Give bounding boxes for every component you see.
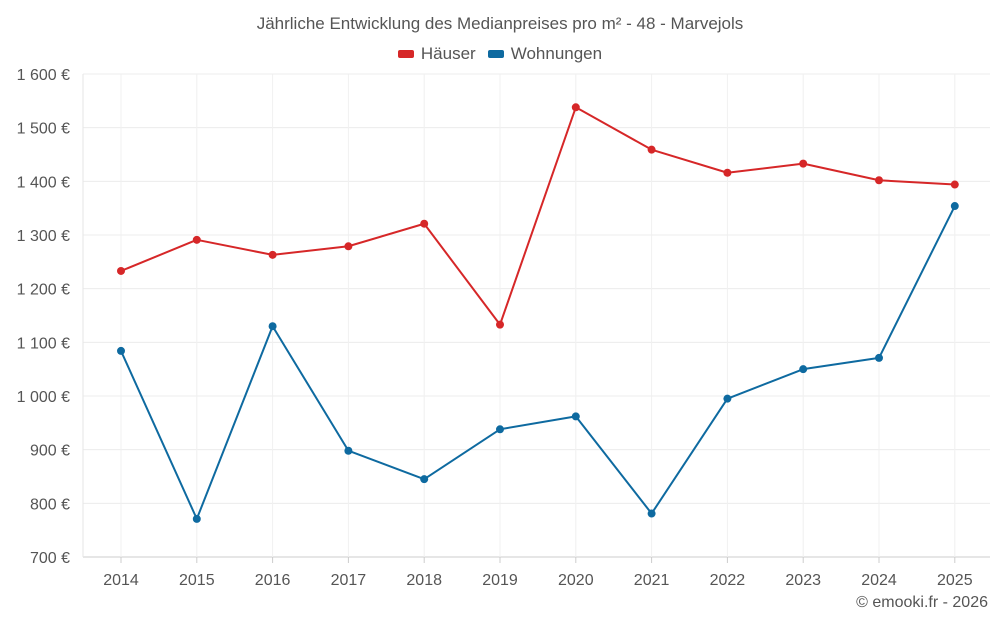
y-tick-label: 1 100 € — [17, 335, 70, 352]
x-tick-label: 2015 — [179, 572, 215, 589]
x-tick-label: 2022 — [710, 572, 746, 589]
data-point-haeuser — [117, 266, 125, 275]
x-tick-label: 2023 — [785, 572, 821, 589]
data-point-haeuser — [571, 103, 580, 112]
data-point-haeuser — [420, 219, 429, 228]
x-tick-label: 2020 — [558, 572, 594, 589]
data-point-haeuser — [950, 180, 959, 189]
y-tick-label: 800 € — [30, 496, 70, 513]
y-tick-label: 1 000 € — [17, 389, 70, 406]
x-tick-label: 2025 — [937, 572, 973, 589]
x-tick-label: 2017 — [331, 572, 367, 589]
data-point-wohnungen — [875, 353, 883, 362]
series-line-haeuser — [120, 106, 955, 326]
x-tick-label: 2018 — [406, 572, 442, 589]
data-point-wohnungen — [344, 446, 353, 455]
legend-item-wohnungen[interactable]: Wohnungen — [487, 44, 603, 64]
x-tick-label: 2021 — [634, 572, 670, 589]
y-tick-label: 1 200 € — [17, 282, 70, 299]
y-tick-label: 900 € — [30, 443, 70, 460]
x-tick-label: 2014 — [103, 572, 139, 589]
data-point-haeuser — [647, 145, 656, 154]
data-point-wohnungen — [799, 365, 808, 374]
x-tick-label: 2024 — [861, 572, 897, 589]
data-point-wohnungen — [950, 202, 959, 211]
legend-swatch-wohnungen — [487, 50, 504, 58]
data-point-haeuser — [875, 176, 883, 185]
x-tick-label: 2016 — [255, 572, 291, 589]
y-tick-label: 1 400 € — [17, 174, 70, 191]
data-point-haeuser — [799, 159, 808, 168]
data-point-haeuser — [268, 250, 277, 259]
y-tick-label: 700 € — [30, 550, 70, 567]
chart-title: Jährliche Entwicklung des Medianpreises … — [256, 14, 744, 33]
data-point-haeuser — [496, 320, 504, 329]
data-point-haeuser — [344, 242, 353, 251]
data-point-haeuser — [723, 168, 732, 177]
data-point-wohnungen — [571, 412, 580, 421]
series-line-wohnungen — [120, 205, 956, 520]
data-point-wohnungen — [496, 425, 504, 434]
data-point-wohnungen — [723, 394, 732, 403]
data-point-wohnungen — [117, 346, 125, 355]
legend-item-haeuser[interactable]: Häuser — [397, 44, 476, 64]
legend-label-haeuser: Häuser — [420, 44, 476, 63]
credit-text: © emooki.fr - 2026 — [856, 594, 988, 611]
data-point-wohnungen — [268, 322, 277, 331]
x-tick-label: 2019 — [482, 572, 518, 589]
y-tick-label: 1 500 € — [17, 121, 70, 138]
data-point-haeuser — [192, 235, 201, 244]
legend-swatch-haeuser — [397, 50, 414, 58]
data-point-wohnungen — [192, 514, 201, 523]
data-point-wohnungen — [420, 475, 429, 484]
chart-legend: Häuser Wohnungen — [0, 44, 1000, 64]
legend-label-wohnungen: Wohnungen — [510, 44, 603, 63]
y-tick-label: 1 600 € — [17, 67, 70, 84]
data-point-wohnungen — [647, 509, 656, 518]
y-tick-label: 1 300 € — [17, 228, 70, 245]
